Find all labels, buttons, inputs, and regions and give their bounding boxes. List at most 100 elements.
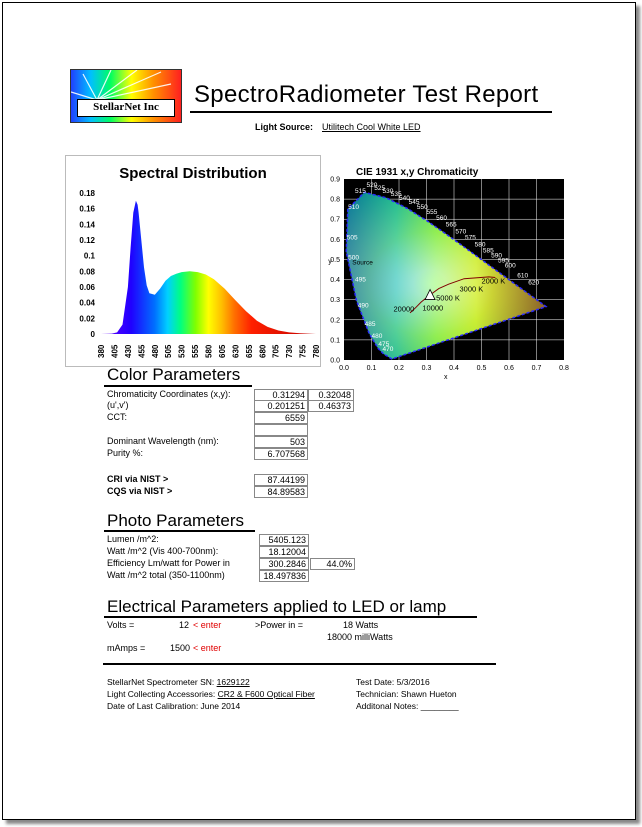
wavelength-label: 470	[383, 346, 394, 353]
color-params-underline	[104, 385, 252, 387]
wavelength-label: 600	[505, 262, 516, 269]
wavelength-label: 555	[427, 209, 438, 216]
cie-y-tick: 0.0	[330, 358, 340, 365]
cie-y-tick: 0.8	[330, 197, 340, 204]
cie-x-tick: 0.2	[394, 365, 404, 372]
cie-x-tick: 0.7	[532, 365, 542, 372]
y-tick-label: 0.16	[79, 205, 95, 214]
cie-x-tick: 0.3	[422, 365, 432, 372]
cie-x-tick: 0.4	[449, 365, 459, 372]
cie-gamut-overlay	[346, 192, 546, 359]
dominant-wavelength-value: 503	[254, 436, 308, 448]
x-tick-label: 730	[285, 344, 294, 358]
wavelength-label: 575	[465, 234, 476, 241]
x-tick-label: 680	[258, 344, 267, 358]
wavelength-label: 585	[483, 247, 494, 254]
cct-label: 20000	[394, 305, 415, 314]
wavelength-label: 515	[355, 188, 366, 195]
x-tick-label: 705	[272, 344, 281, 358]
x-tick-label: 580	[205, 344, 214, 358]
cie-x-tick: 0.6	[504, 365, 514, 372]
cie-y-tick: 0.7	[330, 217, 340, 224]
sn-value: 1629122	[216, 677, 250, 687]
cie-y-tick: 0.6	[330, 237, 340, 244]
x-tick-label: 755	[299, 344, 308, 358]
purity-value: 6.707568	[254, 448, 308, 460]
wavelength-label: 520	[367, 182, 378, 189]
cct-label: 2000 K	[482, 277, 506, 286]
spectral-plot: 0 0.02 0.04 0.06 0.08 0.1 0.12 0.14 0.16 0.18 380 4…	[79, 189, 320, 358]
wavelength-label: 560	[436, 215, 447, 222]
report-title: SpectroRadiometer Test Report	[194, 81, 539, 108]
efficiency-label: Efficiency Lm/watt for Power in	[107, 558, 230, 568]
planckian-locus	[409, 276, 496, 314]
technician: Technician: Shawn Hueton	[356, 689, 457, 699]
wavelength-label: 495	[355, 277, 366, 284]
wavelength-label: 505	[347, 234, 358, 241]
wavelength-label: 530	[383, 188, 394, 195]
mamps-value[interactable]: 1500	[170, 643, 191, 653]
cie-chart-title: CIE 1931 x,y Chromaticity	[356, 167, 479, 178]
cct-value: 6559	[254, 412, 308, 424]
mamps-enter-hint: < enter	[193, 643, 222, 653]
title-underline	[190, 111, 552, 113]
dominant-wavelength-label: Dominant Wavelength (nm):	[107, 436, 219, 446]
cct-label: 3000 K	[460, 285, 484, 294]
v-value: 0.46373	[308, 400, 354, 412]
cie-y-axis-label: y	[328, 258, 332, 265]
accessories-value: CR2 & F600 Optical Fiber	[217, 689, 315, 699]
spectral-chart-title: Spectral Distribution	[119, 165, 267, 182]
watt-total-label: Watt /m^2 total (350-1100nm)	[107, 570, 225, 580]
photo-params-title: Photo Parameters	[107, 511, 245, 530]
cie-y-tick: 0.1	[330, 337, 340, 344]
x-tick-label: 380	[97, 344, 106, 358]
volts-value[interactable]: 12	[179, 620, 190, 630]
wavelength-label: 550	[417, 204, 428, 211]
cct-label: CCT:	[107, 412, 127, 422]
cie-y-tick: 0.4	[330, 277, 340, 284]
volts-label: Volts =	[107, 620, 135, 630]
watt-vis-label: Watt /m^2 (Vis 400-700nm):	[107, 546, 219, 556]
u-value: 0.201251	[254, 400, 308, 412]
wavelength-label: 545	[409, 199, 420, 206]
source-label: Source	[352, 259, 373, 266]
x-tick-label: 505	[164, 344, 173, 358]
cie-x-tick: 0.0	[339, 365, 349, 372]
cie-x-tick: 0.8	[559, 365, 569, 372]
cie-x-tick: 0.1	[367, 365, 377, 372]
lumen-value: 5405.123	[259, 534, 309, 546]
cri-label: CRI via NIST >	[107, 474, 169, 484]
x-tick-label: 655	[245, 344, 254, 358]
y-tick-label: 0.12	[79, 236, 95, 245]
purity-label: Purity %:	[107, 448, 144, 458]
wavelength-label: 565	[446, 221, 457, 228]
cie-y-tick: 0.3	[330, 297, 340, 304]
x-tick-label: 780	[312, 344, 320, 358]
x-tick-label: 605	[218, 344, 227, 358]
x-tick-label: 530	[178, 344, 187, 358]
x-tick-label: 630	[231, 344, 240, 358]
cie-y-tick: 0.2	[330, 317, 340, 324]
wavelength-label: 490	[358, 303, 369, 310]
wavelength-label: 580	[475, 241, 486, 248]
y-tick-label: 0.14	[79, 220, 95, 229]
y-tick-label: 0	[91, 330, 96, 339]
wavelength-label: 590	[491, 252, 502, 259]
x-tick-label: 455	[137, 344, 146, 358]
electrical-params-underline	[104, 616, 477, 618]
lumen-label: Lumen /m^2:	[107, 534, 159, 544]
accessories-label: Light Collecting Accessories:	[107, 689, 216, 699]
additional-notes: Additonal Notes: ________	[356, 701, 459, 711]
measured-point-marker	[424, 288, 436, 300]
y-tick-label: 0.02	[79, 314, 95, 323]
y-tick-label: 0.18	[79, 189, 95, 198]
uv-label: (u',v')	[107, 400, 129, 410]
accessories: Light Collecting Accessories: CR2 & F600…	[107, 689, 315, 699]
test-date: Test Date: 5/3/2016	[356, 677, 430, 687]
cie-y-tick: 0.5	[330, 257, 340, 264]
color-params-title: Color Parameters	[107, 365, 241, 384]
cct-label: 10000	[422, 304, 443, 313]
mamps-label: mAmps =	[107, 643, 146, 653]
wavelength-label: 595	[498, 257, 509, 264]
power-milliwatts: 18000 milliWatts	[327, 632, 393, 642]
